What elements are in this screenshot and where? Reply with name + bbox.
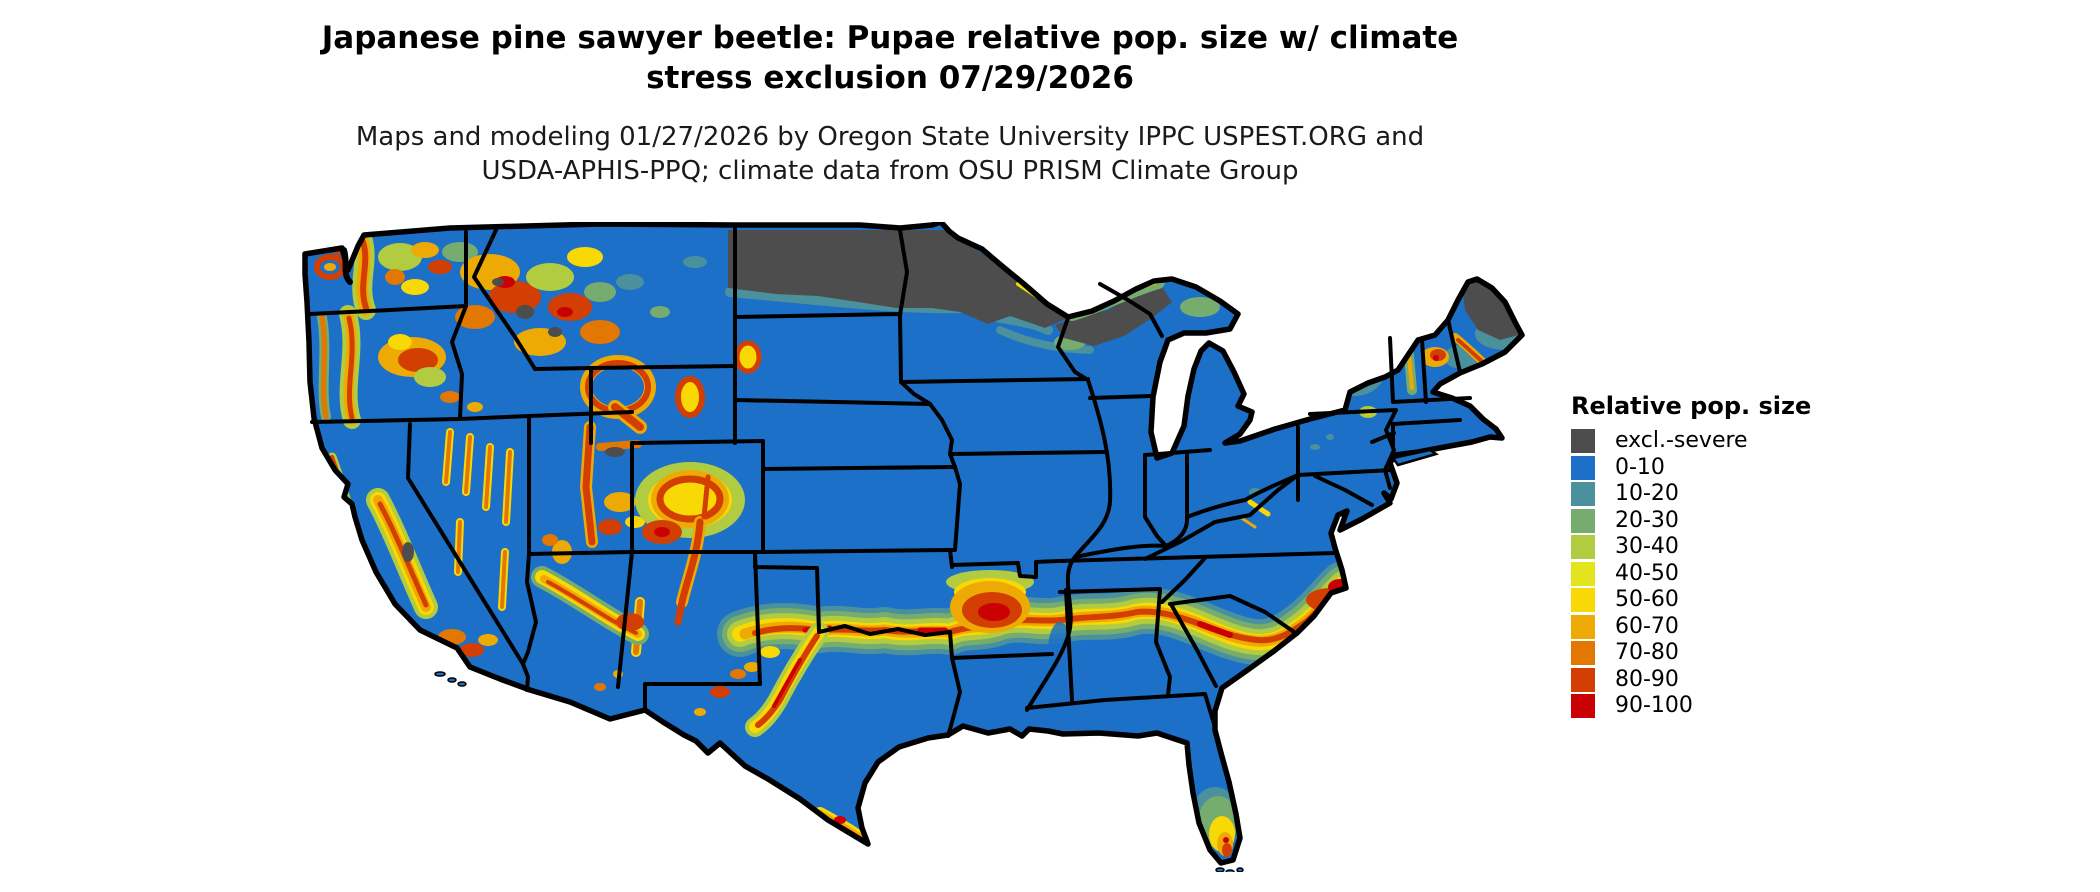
legend-item-label: 10-20 <box>1615 481 1679 506</box>
us-outline <box>302 219 1525 866</box>
legend-item: 60-70 <box>1571 613 1811 639</box>
legend-swatch <box>1571 455 1595 480</box>
legend: Relative pop. size excl.-severe 0-10 10-20… <box>1571 392 1811 721</box>
legend-item-label: 60-70 <box>1615 613 1679 639</box>
legend-item-label: 30-40 <box>1615 534 1679 559</box>
state-borders <box>308 224 1472 738</box>
south-florida-terrain <box>1191 787 1239 857</box>
legend-item-label: 20-30 <box>1615 507 1679 533</box>
legend-item: 70-80 <box>1571 641 1811 665</box>
legend-item: 80-90 <box>1571 666 1811 692</box>
us-map <box>300 219 1550 875</box>
map-title: Japanese pine sawyer beetle: Pupae relat… <box>0 18 1780 98</box>
legend-item: 50-60 <box>1571 588 1811 612</box>
legend-swatch <box>1571 667 1595 692</box>
legend-item-label: 50-60 <box>1615 587 1679 612</box>
legend-swatch <box>1571 535 1595 559</box>
map-subtitle: Maps and modeling 01/27/2026 by Oregon S… <box>0 120 1780 188</box>
legend-swatch <box>1571 561 1595 586</box>
legend-item: 30-40 <box>1571 535 1811 559</box>
legend-swatch <box>1571 482 1595 506</box>
legend-swatch <box>1571 508 1595 533</box>
legend-swatch <box>1571 641 1595 665</box>
small-islands <box>434 671 1244 875</box>
legend-item: 0-10 <box>1571 454 1811 480</box>
map-subtitle-line2: USDA-APHIS-PPQ; climate data from OSU PR… <box>481 156 1299 186</box>
legend-item: 10-20 <box>1571 482 1811 506</box>
map-title-line2: stress exclusion 07/29/2026 <box>646 60 1134 96</box>
long-island <box>1390 448 1439 467</box>
western-terrain <box>314 228 762 716</box>
legend-item-label: 90-100 <box>1615 693 1693 718</box>
legend-swatch <box>1571 588 1595 612</box>
legend-item-label: excl.-severe <box>1615 428 1748 453</box>
legend-item-label: 70-80 <box>1615 640 1679 665</box>
legend-swatch <box>1571 694 1595 718</box>
legend-item: 90-100 <box>1571 694 1811 718</box>
legend-item: 20-30 <box>1571 507 1811 533</box>
legend-title: Relative pop. size <box>1571 392 1812 420</box>
puget-sound <box>341 247 353 285</box>
legend-item: excl.-severe <box>1571 429 1811 453</box>
legend-rows: excl.-severe 0-10 10-20 20-30 30-40 40-50 50-6… <box>1571 429 1811 718</box>
map-title-line1: Japanese pine sawyer beetle: Pupae relat… <box>321 20 1459 56</box>
legend-item-label: 0-10 <box>1615 454 1665 480</box>
map-raster <box>305 222 1522 863</box>
legend-swatch <box>1571 614 1595 639</box>
legend-item-label: 40-50 <box>1615 560 1679 586</box>
us-map-svg <box>302 219 1525 875</box>
legend-item: 40-50 <box>1571 560 1811 586</box>
legend-item-label: 80-90 <box>1615 666 1679 692</box>
legend-swatch <box>1571 429 1595 453</box>
map-subtitle-line1: Maps and modeling 01/27/2026 by Oregon S… <box>355 122 1425 152</box>
